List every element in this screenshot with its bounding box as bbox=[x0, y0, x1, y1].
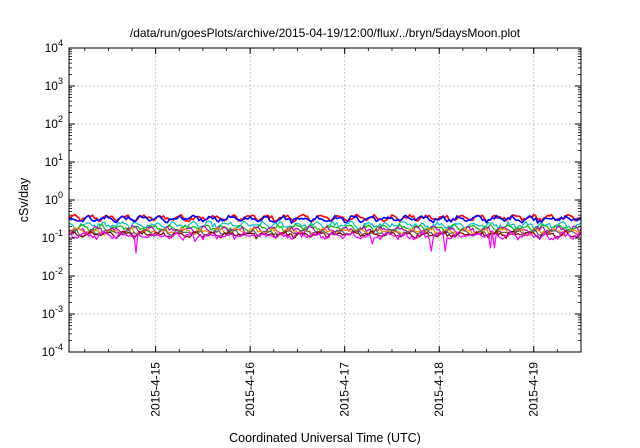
y-tick-label: 100 bbox=[45, 190, 63, 207]
x-tick-label: 2015-4-15 bbox=[149, 362, 163, 417]
y-tick-label: 104 bbox=[45, 38, 63, 55]
series-line-2 bbox=[69, 214, 582, 224]
data-series bbox=[68, 213, 582, 254]
grid-lines bbox=[69, 48, 581, 352]
series-line-9 bbox=[68, 231, 582, 254]
axis-ticks: 10-4 10-3 10-2 10-1 100 101 102 103 104 2015-4-15… bbox=[42, 38, 582, 417]
x-axis-title: Coordinated Universal Time (UTC) bbox=[229, 431, 421, 445]
chart-title: /data/run/goesPlots/archive/2015-04-19/1… bbox=[130, 26, 521, 40]
y-tick-label: 102 bbox=[45, 114, 63, 131]
y-tick-label: 10-4 bbox=[42, 342, 63, 359]
x-tick-label: 2015-4-18 bbox=[432, 362, 446, 417]
y-tick-label: 10-2 bbox=[42, 266, 63, 283]
x-tick-label: 2015-4-16 bbox=[243, 362, 257, 417]
y-tick-label: 10-1 bbox=[42, 228, 63, 245]
y-tick-label: 101 bbox=[45, 152, 63, 169]
series-line-6 bbox=[68, 227, 582, 237]
y-tick-label: 10-3 bbox=[42, 304, 63, 321]
series-line-8 bbox=[68, 230, 582, 240]
x-tick-label: 2015-4-19 bbox=[527, 362, 541, 417]
y-axis-title: cSv/day bbox=[17, 177, 31, 222]
y-tick-label: 103 bbox=[45, 76, 63, 93]
x-tick-label: 2015-4-17 bbox=[338, 362, 352, 417]
